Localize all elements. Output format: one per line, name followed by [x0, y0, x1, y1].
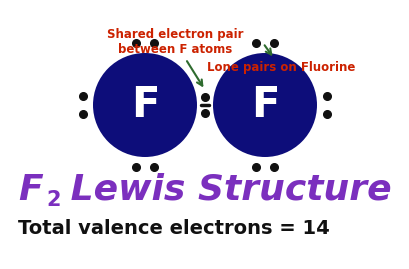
- Text: Lone pairs on Fluorine: Lone pairs on Fluorine: [206, 45, 354, 75]
- Text: F: F: [130, 84, 159, 126]
- Circle shape: [93, 53, 196, 157]
- Circle shape: [213, 53, 316, 157]
- Text: 2: 2: [46, 190, 61, 210]
- Text: F: F: [18, 173, 43, 207]
- Text: Total valence electrons = 14: Total valence electrons = 14: [18, 219, 329, 238]
- Text: Lewis Structure: Lewis Structure: [58, 173, 391, 207]
- Text: F: F: [250, 84, 279, 126]
- Text: Shared electron pair
between F atoms: Shared electron pair between F atoms: [106, 28, 243, 86]
